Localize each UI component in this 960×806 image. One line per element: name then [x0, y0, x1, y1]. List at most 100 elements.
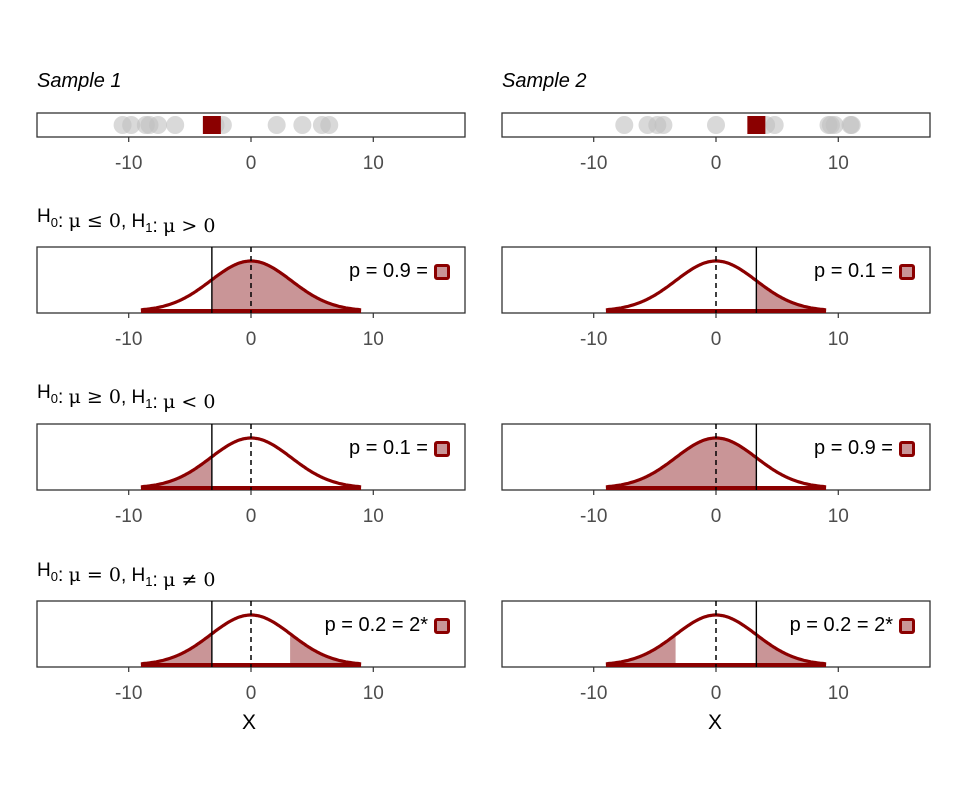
x-tick-label: -10	[115, 329, 142, 350]
title-part: μ > 0	[163, 215, 215, 237]
data-point	[267, 116, 286, 134]
x-tick-label: 0	[246, 329, 257, 350]
panel-2-0: -10 0 10	[501, 112, 931, 174]
panel-1-1: -10 0 10 p = 0.9 =	[36, 246, 466, 350]
p-area-swatch	[434, 264, 450, 280]
panel-1-2: -10 0 10 p = 0.1 =	[36, 423, 466, 527]
title-part: H	[37, 206, 51, 227]
subscript: 1	[145, 220, 152, 235]
x-tick-label: -10	[580, 329, 607, 350]
title-part: μ = 0	[69, 564, 121, 586]
p-value-area	[290, 633, 362, 665]
x-tick-label: 0	[711, 506, 722, 527]
x-tick-label: 10	[828, 683, 849, 704]
panel-1-3: -10 0 10 p = 0.2 = 2*	[36, 600, 466, 704]
plot-panels: -10 0 10-10 0 10p = 0.9 =-10 0 10p = 0.1 =-10 0…	[36, 112, 931, 704]
title-part: μ ≠ 0	[163, 569, 215, 591]
x-tick-label: -10	[580, 683, 607, 704]
p-area-swatch	[434, 441, 450, 457]
x-tick-label: 10	[363, 683, 384, 704]
p-value-area	[756, 634, 827, 665]
title-part: μ ≥ 0	[69, 386, 121, 408]
data-point	[293, 116, 312, 134]
panel-frame	[36, 112, 466, 138]
title-part: H	[37, 382, 51, 403]
x-tick-label: 0	[711, 153, 722, 174]
sample-mean-marker	[202, 116, 221, 134]
data-point	[149, 116, 168, 134]
subscript: 0	[51, 569, 58, 584]
data-point	[825, 116, 844, 134]
p-value-label: p = 0.2 = 2*	[325, 614, 429, 636]
data-point	[166, 116, 185, 134]
panel-2-1: -10 0 10 p = 0.1 =	[501, 246, 931, 350]
p-value-area	[140, 633, 212, 665]
x-tick-label: 10	[363, 153, 384, 174]
title-part: H	[37, 560, 51, 581]
x-tick-label: 0	[246, 683, 257, 704]
x-tick-label: 10	[363, 506, 384, 527]
title-part: :	[152, 216, 163, 237]
title-part: :	[152, 392, 163, 413]
title-part: :	[58, 565, 69, 586]
x-axis-title-right: X	[708, 711, 722, 734]
p-value-area	[605, 634, 676, 665]
x-axis-title-left: X	[242, 711, 256, 734]
data-point	[707, 116, 725, 134]
p-value-area	[756, 280, 827, 311]
title-part: :	[152, 570, 163, 591]
x-tick-label: -10	[115, 153, 142, 174]
p-area-swatch	[434, 618, 450, 634]
p-area-swatch	[899, 618, 915, 634]
title-part: μ ≤ 0	[69, 210, 121, 232]
x-tick-label: 0	[711, 683, 722, 704]
sample-mean-marker	[747, 116, 766, 134]
title-part: , H	[121, 565, 145, 586]
subscript: 1	[145, 396, 152, 411]
p-value-label: p = 0.9 =	[349, 260, 428, 282]
sample-2-title: Sample 2	[502, 70, 587, 92]
x-tick-label: 10	[363, 329, 384, 350]
x-tick-label: 10	[828, 329, 849, 350]
p-value-area	[211, 261, 362, 311]
p-area-swatch	[899, 264, 915, 280]
data-point	[765, 116, 784, 134]
x-tick-label: 0	[711, 329, 722, 350]
data-point	[122, 116, 141, 134]
p-area-swatch	[899, 441, 915, 457]
subscript: 0	[51, 391, 58, 406]
hypothesis-title-2: H0: μ ≥ 0, H1: μ < 0	[37, 382, 215, 413]
x-tick-label: -10	[580, 506, 607, 527]
hypothesis-title-1: H0: μ ≤ 0, H1: μ > 0	[37, 206, 215, 237]
p-value-label: p = 0.1 =	[349, 437, 428, 459]
x-tick-label: 0	[246, 153, 257, 174]
p-value-area	[140, 456, 212, 488]
x-tick-label: 0	[246, 506, 257, 527]
data-point	[615, 116, 634, 134]
p-value-area	[605, 438, 757, 488]
title-part: μ < 0	[163, 391, 215, 413]
panel-2-3: -10 0 10 p = 0.2 = 2*	[501, 600, 931, 704]
subscript: 0	[51, 215, 58, 230]
p-value-label: p = 0.1 =	[814, 260, 893, 282]
subscript: 1	[145, 574, 152, 589]
title-part: , H	[121, 211, 145, 232]
x-tick-label: -10	[115, 683, 142, 704]
panel-1-0: -10 0 10	[36, 112, 466, 174]
title-part: , H	[121, 387, 145, 408]
x-tick-label: -10	[580, 153, 607, 174]
hypothesis-row-titles: H0: μ ≤ 0, H1: μ > 0H0: μ ≥ 0, H1: μ < 0…	[37, 206, 215, 591]
hypothesis-title-3: H0: μ = 0, H1: μ ≠ 0	[37, 560, 215, 591]
sample-1-title: Sample 1	[37, 70, 122, 92]
x-tick-label: 10	[828, 153, 849, 174]
title-part: :	[58, 387, 69, 408]
data-point	[320, 116, 339, 134]
data-point	[654, 116, 673, 134]
x-tick-label: -10	[115, 506, 142, 527]
panel-2-2: -10 0 10 p = 0.9 =	[501, 423, 931, 527]
title-part: :	[58, 211, 69, 232]
p-value-label: p = 0.9 =	[814, 437, 893, 459]
x-tick-label: 10	[828, 506, 849, 527]
p-value-label: p = 0.2 = 2*	[790, 614, 894, 636]
